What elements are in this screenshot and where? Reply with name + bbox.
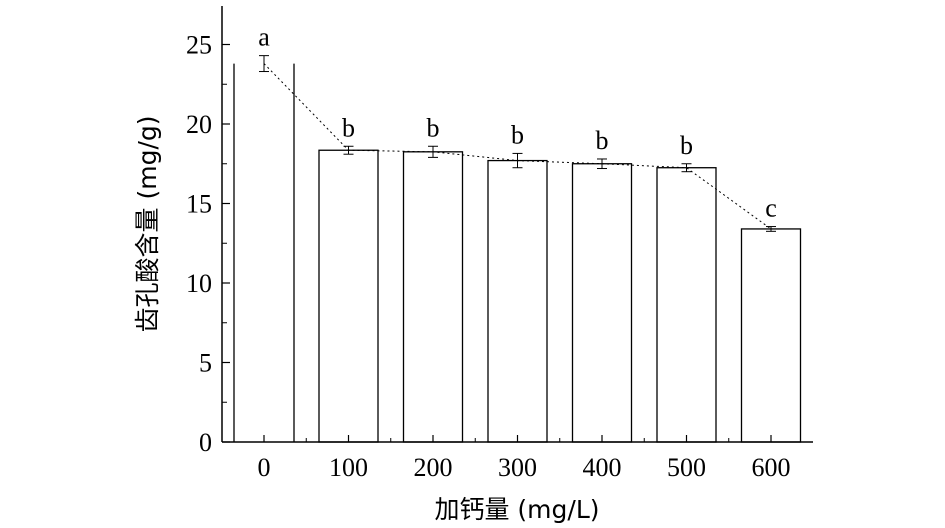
x-tick-label: 100	[329, 453, 368, 482]
bar	[402, 151, 464, 443]
x-tick-label: 200	[414, 453, 453, 482]
significance-label: b	[596, 126, 609, 155]
significance-label: a	[258, 23, 270, 52]
y-tick-label: 15	[186, 190, 212, 219]
significance-label: b	[511, 120, 524, 149]
labels-group: 0 5 10 15 20 25 0 100 200 300 400 500 600 a b b b b b c	[186, 23, 791, 482]
significance-label: b	[342, 113, 355, 142]
x-tick-label: 600	[752, 453, 791, 482]
bar	[233, 63, 295, 442]
y-tick-label: 20	[186, 110, 212, 139]
x-tick-label: 400	[583, 453, 622, 482]
x-tick-label: 0	[258, 453, 271, 482]
y-axis-title: 齿孔酸含量 (mg/g)	[133, 116, 162, 333]
significance-label: b	[680, 131, 693, 160]
bar	[656, 167, 717, 443]
bar	[571, 163, 633, 443]
bar	[740, 228, 802, 443]
y-tick-label: 25	[186, 31, 212, 60]
trend-line-group	[263, 63, 772, 230]
x-axis-title: 加钙量 (mg/L)	[434, 495, 599, 524]
y-tick-label: 10	[186, 269, 212, 298]
y-tick-label: 0	[199, 428, 212, 457]
x-tick-label: 300	[498, 453, 537, 482]
bar	[487, 159, 548, 443]
x-tick-label: 500	[667, 453, 706, 482]
axes-group	[221, 6, 813, 443]
significance-label: b	[427, 113, 440, 142]
trend-line	[263, 63, 772, 230]
bars-group	[233, 55, 802, 443]
significance-label: c	[765, 194, 777, 223]
y-tick-label: 5	[199, 349, 212, 378]
bar	[318, 149, 379, 443]
